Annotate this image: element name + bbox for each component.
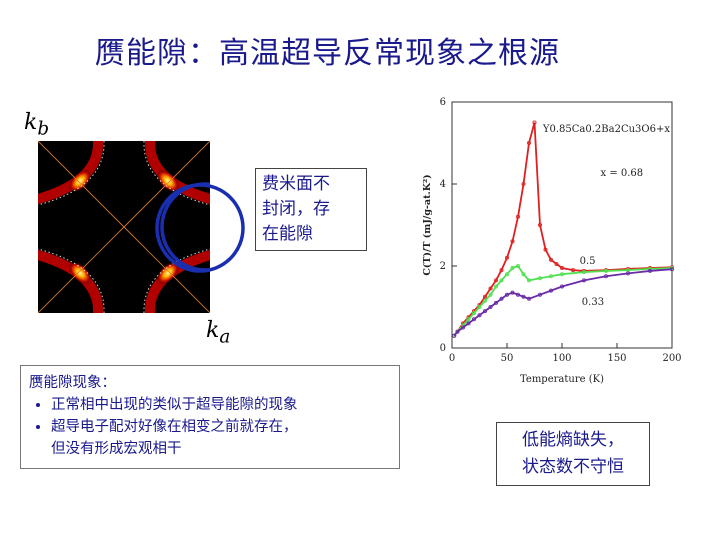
- data-point: [466, 317, 471, 322]
- series-1: [452, 263, 674, 338]
- data-point: [483, 309, 488, 314]
- data-point: [516, 292, 521, 297]
- data-point: [516, 263, 521, 268]
- note-line: 状态数不守恒: [522, 457, 624, 477]
- series-line: [453, 264, 673, 337]
- data-point: [472, 317, 477, 322]
- series-0: [452, 120, 674, 338]
- data-point: [510, 266, 515, 271]
- data-point: [494, 284, 499, 289]
- fermi-gap-note: 费米面不 封闭，存 在能隙: [255, 168, 367, 251]
- x-tick-label: 50: [501, 353, 514, 364]
- x-axis-label: Temperature (K): [520, 374, 604, 385]
- y-axis-label: C(T)/T (mJ/g-at.K²): [422, 174, 433, 275]
- data-point: [499, 296, 504, 301]
- data-point: [669, 267, 674, 272]
- x-tick-label: 100: [552, 353, 571, 364]
- note-line: 低能熵缺失，: [522, 430, 624, 450]
- data-point: [521, 294, 526, 299]
- data-point: [483, 294, 488, 299]
- data-point: [537, 276, 542, 281]
- data-point: [452, 333, 457, 338]
- data-point: [505, 272, 510, 277]
- series-2: [452, 267, 674, 338]
- x-tick-label: 150: [607, 353, 626, 364]
- pseudogap-description: 赝能隙现象： 正常相中出现的类似于超导能隙的现象 超导电子配对好像在相变之前就存…: [20, 365, 400, 469]
- data-point: [472, 311, 477, 316]
- data-point: [603, 274, 608, 279]
- data-point: [466, 321, 471, 326]
- series-line: [453, 122, 673, 337]
- data-point: [455, 329, 460, 334]
- data-point: [559, 284, 564, 289]
- specific-heat-chart: 0 50 100 150 200 0 2 4 6 x = 0.68 0.5 0.33 Y0.85Ca0…: [422, 97, 682, 385]
- data-point: [477, 304, 482, 309]
- data-point: [494, 278, 499, 283]
- entropy-note: 低能熵缺失， 状态数不守恒: [496, 422, 650, 486]
- data-point: [461, 325, 466, 330]
- data-point: [532, 120, 537, 125]
- data-point: [488, 292, 493, 297]
- data-point: [505, 255, 510, 260]
- series-label: 0.33: [582, 297, 604, 308]
- data-point: [625, 271, 630, 276]
- ka-axis-label: ka: [206, 318, 231, 348]
- y-tick-label: 0: [440, 343, 446, 354]
- pseudogap-bullet: 超导电子配对好像在相变之前就存在，: [51, 416, 391, 438]
- data-point: [543, 247, 548, 252]
- data-point: [477, 313, 482, 318]
- data-point: [554, 261, 559, 266]
- data-point: [570, 268, 575, 273]
- data-point: [483, 298, 488, 303]
- fermi-surface-image: [38, 141, 210, 313]
- data-point: [499, 268, 504, 273]
- note-line: 在能隙: [262, 224, 313, 244]
- data-point: [581, 278, 586, 283]
- pseudogap-continuation: 但没有形成宏观相干: [51, 441, 182, 457]
- series-line: [453, 268, 673, 337]
- data-point: [510, 239, 515, 244]
- page-title: 赝能隙：高温超导反常现象之根源: [95, 36, 560, 71]
- y-tick-label: 6: [440, 97, 446, 108]
- data-point: [521, 182, 526, 187]
- data-point: [603, 268, 608, 273]
- series-label: x = 0.68: [601, 168, 644, 179]
- data-point: [527, 278, 532, 283]
- data-point: [494, 300, 499, 305]
- x-tick-label: 200: [662, 353, 681, 364]
- kb-axis-label: kb: [24, 110, 50, 140]
- x-tick-label: 0: [449, 353, 455, 364]
- data-point: [510, 290, 515, 295]
- data-point: [581, 270, 586, 275]
- data-point: [647, 268, 652, 273]
- data-point: [559, 272, 564, 277]
- data-point: [548, 257, 553, 262]
- data-point: [527, 141, 532, 146]
- series-label: 0.5: [580, 256, 596, 267]
- data-point: [505, 292, 510, 297]
- formula-label: Y0.85Ca0.2Ba2Cu3O6+x: [542, 124, 670, 135]
- note-line: 封闭，存: [262, 199, 330, 219]
- y-tick-label: 2: [440, 261, 446, 272]
- note-line: 费米面不: [262, 174, 330, 194]
- data-point: [499, 278, 504, 283]
- data-point: [488, 304, 493, 309]
- pseudogap-heading: 赝能隙现象：: [29, 375, 116, 391]
- gap-circle-overlay: [155, 183, 245, 273]
- data-point: [537, 222, 542, 227]
- data-point: [559, 266, 564, 271]
- y-tick-label: 4: [440, 179, 446, 190]
- data-point: [527, 296, 532, 301]
- data-point: [548, 274, 553, 279]
- data-point: [516, 214, 521, 219]
- data-point: [521, 272, 526, 277]
- data-point: [488, 286, 493, 291]
- data-point: [548, 288, 553, 293]
- pseudogap-bullet: 正常相中出现的类似于超导能隙的现象: [51, 394, 391, 416]
- data-point: [537, 292, 542, 297]
